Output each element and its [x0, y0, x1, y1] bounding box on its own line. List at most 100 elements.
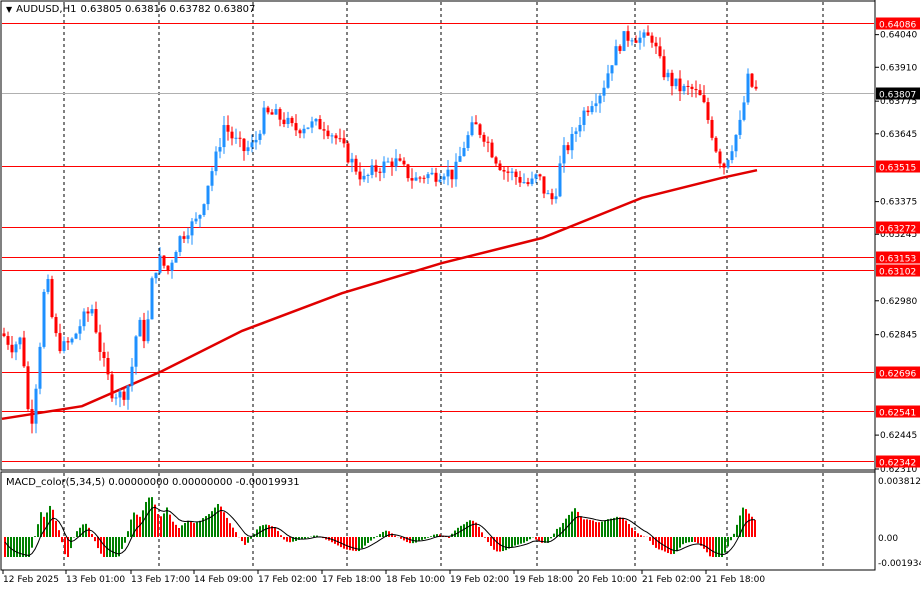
candle-body — [283, 120, 286, 124]
macd-bar — [598, 522, 600, 537]
macd-axis-bottom: -0.00193427 — [878, 559, 921, 569]
candle-body — [463, 148, 466, 156]
macd-bar — [736, 525, 738, 537]
macd-bar — [601, 522, 603, 537]
candle-body — [235, 138, 238, 139]
macd-bar — [214, 508, 216, 537]
macd-bar — [37, 524, 39, 537]
macd-bar — [115, 537, 117, 557]
macd-bar — [58, 530, 60, 537]
time-tick-label: 21 Feb 02:00 — [642, 575, 701, 585]
candle-body — [139, 320, 142, 336]
macd-bar — [511, 537, 513, 547]
macd-bar — [136, 515, 138, 537]
macd-bar — [223, 512, 225, 537]
candle-body — [691, 87, 694, 89]
macd-bar — [553, 534, 555, 537]
level-labels: 0.640860.635150.632720.631530.631020.626… — [876, 18, 920, 469]
macd-bar — [373, 537, 375, 538]
candle-body — [679, 79, 682, 92]
macd-bar — [112, 537, 114, 557]
candle-body — [191, 221, 194, 235]
level-label: 0.63272 — [879, 225, 916, 235]
candle-body — [263, 108, 266, 134]
level-label: 0.63102 — [879, 268, 916, 278]
macd-bar — [559, 527, 561, 537]
ohlc-values: 0.63805 0.63816 0.63782 0.63807 — [80, 4, 255, 15]
candle-body — [311, 121, 314, 127]
candle-body — [579, 125, 582, 131]
candle-body — [467, 135, 470, 148]
macd-bar — [142, 510, 144, 537]
macd-bar — [694, 537, 696, 542]
candle-body — [635, 40, 638, 42]
candle-body — [11, 345, 14, 353]
macd-signal-line — [5, 507, 755, 555]
candle-body — [187, 235, 190, 239]
macd-bar — [571, 512, 573, 537]
candle-body — [755, 87, 758, 89]
macd-bar — [343, 537, 345, 549]
candle-body — [299, 130, 302, 133]
macd-bar — [130, 520, 132, 537]
candle-body — [371, 165, 374, 175]
candle-body — [523, 182, 526, 183]
candle-body — [567, 145, 570, 150]
candle-body — [419, 178, 422, 179]
macd-bar — [340, 537, 342, 547]
macd-bar — [550, 537, 552, 538]
candle-body — [595, 103, 598, 106]
candle-body — [563, 145, 566, 163]
candle-body — [707, 102, 710, 120]
macd-bar — [586, 519, 588, 537]
macd-bar — [667, 537, 669, 553]
time-tick-label: 13 Feb 17:00 — [131, 575, 190, 585]
macd-axis-zero: 0.00 — [878, 534, 898, 544]
candle-body — [631, 40, 634, 41]
macd-bar — [127, 531, 129, 537]
candle-body — [475, 122, 478, 124]
macd-bar — [388, 531, 390, 537]
macd-bar — [709, 537, 711, 556]
macd-bar — [604, 520, 606, 537]
macd-bar — [286, 537, 288, 542]
candle-body — [135, 336, 138, 366]
macd-bar — [487, 537, 489, 542]
candle-body — [75, 334, 78, 339]
candle-body — [535, 174, 538, 178]
candle-body — [79, 326, 82, 333]
candle-body — [599, 96, 602, 104]
macd-bar — [520, 537, 522, 544]
macd-bar — [244, 537, 246, 545]
candle-body — [359, 172, 362, 180]
macd-bar — [52, 510, 54, 537]
candle-body — [643, 32, 646, 37]
macd-bar — [103, 537, 105, 557]
macd-bar — [589, 520, 591, 537]
macd-bar — [517, 537, 519, 545]
candle-body — [303, 129, 306, 134]
time-tick-label: 14 Feb 09:00 — [194, 575, 253, 585]
candle-body — [227, 125, 230, 132]
price-tick-label: 0.62980 — [880, 297, 917, 307]
candle-body — [307, 128, 310, 129]
macd-indicator-label: MACD_color(5,34,5) 0.00000000 0.00000000… — [6, 477, 300, 488]
candle-body — [251, 142, 254, 147]
candle-body — [615, 46, 618, 65]
macd-bar — [88, 528, 90, 537]
macd-bar — [430, 536, 432, 537]
macd-bar — [697, 537, 699, 543]
candle-body — [379, 172, 382, 173]
time-tick-label: 19 Feb 18:00 — [514, 575, 573, 585]
macd-bar — [289, 537, 291, 542]
time-tick-label: 19 Feb 02:00 — [450, 575, 509, 585]
macd-bar — [616, 517, 618, 537]
triangle-down-icon[interactable]: ▼ — [6, 5, 12, 14]
candle-body — [711, 120, 714, 138]
candle-body — [659, 46, 662, 56]
candle-body — [611, 65, 614, 73]
candle-body — [739, 120, 742, 135]
macd-bar — [415, 537, 417, 543]
